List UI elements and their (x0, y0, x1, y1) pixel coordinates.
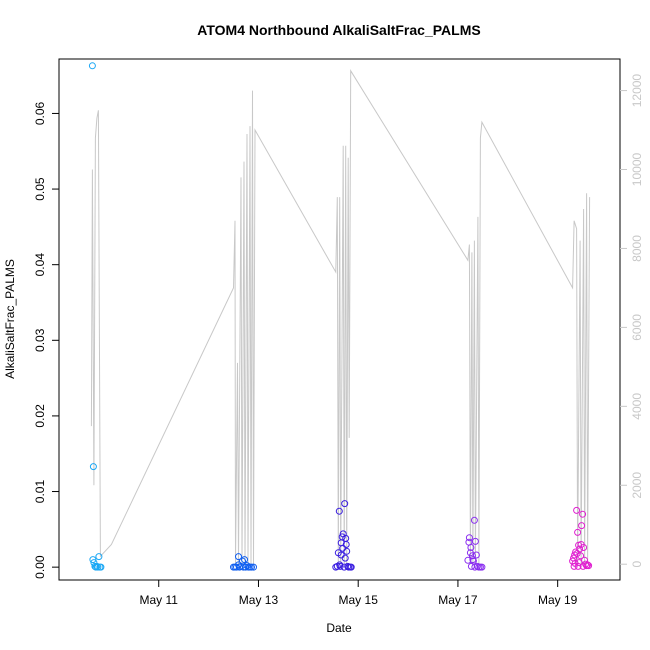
y-axis-title: AlkaliSaltFrac_PALMS (3, 259, 17, 379)
x-tick-label: May 11 (139, 593, 178, 607)
data-point (584, 561, 592, 569)
series-4 (464, 516, 486, 571)
data-point (469, 556, 477, 564)
y-tick-label: 0.02 (33, 404, 47, 428)
data-point (235, 553, 242, 561)
data-point (347, 563, 355, 571)
data-point (89, 463, 97, 471)
y2-tick-label: 12000 (630, 74, 644, 108)
y2-tick-label: 0 (630, 561, 644, 568)
x-axis-title: Date (326, 621, 352, 635)
x-axis: May 11 May 13 May 15 May 17 May 19 (139, 579, 578, 607)
data-point (94, 563, 102, 571)
y-tick-label: 0.06 (33, 101, 47, 125)
data-point (574, 562, 582, 570)
data-point (341, 500, 349, 508)
x-tick-label: May 19 (538, 593, 578, 607)
altitude-line-layer (90, 69, 591, 565)
data-point (97, 563, 105, 571)
y-axis: 0.00 0.01 0.02 0.03 0.04 0.05 0.06 (33, 101, 59, 579)
data-point (336, 561, 344, 569)
data-point (573, 550, 581, 557)
y2-tick-label: 6000 (630, 314, 644, 341)
series-5 (569, 506, 593, 570)
y-tick-label: 0.00 (33, 555, 47, 579)
y2-tick-label: 10000 (630, 153, 644, 187)
series-3 (332, 500, 355, 571)
data-point (570, 562, 578, 570)
data-point (471, 537, 479, 545)
data-point (578, 522, 586, 530)
data-point (335, 507, 343, 515)
data-point (248, 563, 255, 571)
data-point (338, 533, 346, 541)
data-point (467, 544, 475, 551)
data-point (337, 551, 345, 559)
data-point (93, 562, 101, 570)
data-point (95, 553, 103, 561)
data-point (573, 506, 581, 514)
data-point (577, 541, 585, 548)
y-tick-label: 0.04 (33, 253, 47, 277)
altitude-line (90, 69, 591, 565)
data-point (233, 563, 240, 571)
data-point (579, 562, 587, 570)
data-point (470, 516, 478, 524)
series-2 (230, 553, 257, 571)
data-point (583, 562, 591, 570)
data-point (92, 563, 100, 571)
data-point (472, 551, 480, 559)
data-point (339, 544, 347, 552)
y2-tick-label: 4000 (630, 393, 644, 420)
chart-title: ATOM4 Northbound AlkaliSaltFrac_PALMS (197, 22, 480, 38)
data-point (88, 62, 96, 70)
data-point (575, 559, 583, 567)
y-tick-label: 0.03 (33, 328, 47, 352)
y2-tick-label: 8000 (630, 235, 644, 262)
data-point (468, 552, 476, 560)
data-point (478, 563, 486, 571)
data-point (341, 554, 349, 562)
data-point (241, 556, 248, 564)
x-tick-label: May 17 (438, 593, 478, 607)
data-point (579, 510, 587, 518)
y2-tick-label: 2000 (630, 472, 644, 499)
points-layer (88, 62, 593, 571)
series-1 (88, 62, 105, 571)
data-point (89, 556, 97, 564)
x-tick-label: May 13 (239, 593, 279, 607)
secondary-y-axis: 0 2000 4000 6000 8000 10000 12000 (620, 74, 644, 568)
x-tick-label: May 15 (339, 593, 379, 607)
data-point (574, 528, 582, 536)
data-point (342, 541, 350, 548)
y-tick-label: 0.05 (33, 177, 47, 201)
data-point (577, 552, 585, 560)
data-point (250, 563, 257, 571)
y-tick-label: 0.01 (33, 480, 47, 504)
data-point (465, 534, 473, 542)
data-point (471, 563, 479, 571)
